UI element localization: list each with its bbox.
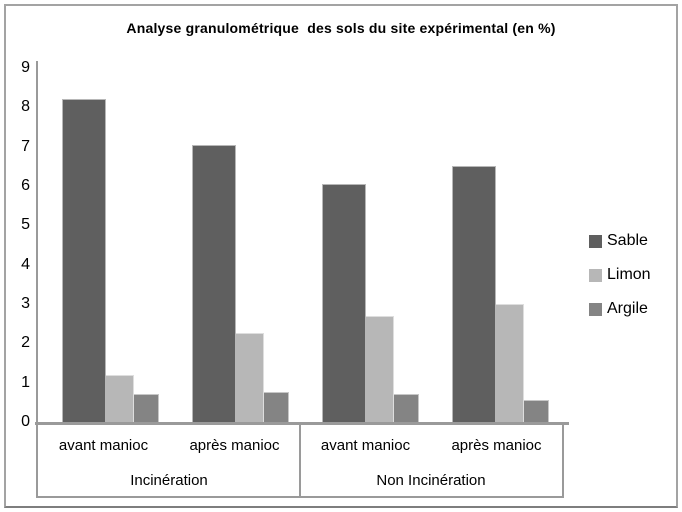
group-label-row: Incinération Non Incinération [38, 468, 562, 494]
subcategory-label: après manioc [189, 437, 280, 454]
legend: Sable Limon Argile [589, 231, 651, 319]
bar-sable-1 [62, 99, 106, 422]
subcategory-label: après manioc [451, 437, 542, 454]
group-label-incineration: Incinération [130, 472, 208, 489]
y-axis-line [36, 61, 38, 422]
chart-title: Analyse granulométrique des sols du site… [126, 20, 556, 36]
category-group-divider [299, 424, 301, 496]
legend-item-sable: Sable [589, 231, 651, 251]
legend-swatch-argile [589, 302, 602, 316]
subcategory-label: avant manioc [58, 437, 149, 454]
bar-sable-4 [452, 166, 496, 422]
category-axis-box: avant manioc après manioc avant manioc a… [36, 422, 564, 498]
bar-sable-3 [322, 184, 366, 422]
legend-item-limon: Limon [589, 265, 651, 285]
legend-label-sable: Sable [607, 232, 648, 249]
legend-label-limon: Limon [607, 266, 651, 283]
subcategory-label-row: avant manioc après manioc avant manioc a… [38, 432, 562, 460]
bars-area [37, 68, 564, 422]
group-label-non-incineration: Non Incinération [376, 472, 486, 489]
legend-swatch-sable [589, 234, 602, 248]
legend-label-argile: Argile [607, 300, 648, 317]
legend-swatch-limon [589, 268, 602, 282]
legend-item-argile: Argile [589, 299, 651, 319]
chart-outer-border [4, 4, 678, 508]
subcategory-label: avant manioc [320, 437, 411, 454]
bar-sable-2 [192, 145, 236, 422]
